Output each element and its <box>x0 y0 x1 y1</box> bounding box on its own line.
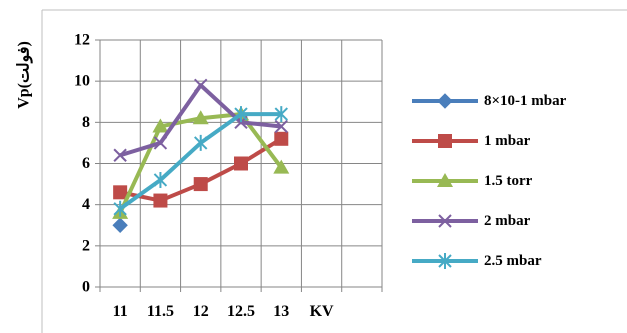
data-point <box>274 106 288 123</box>
legend-label: 1 mbar <box>484 133 531 149</box>
x-tick-label: 12.5 <box>227 303 255 320</box>
data-point <box>153 171 168 188</box>
legend-marker <box>438 214 452 228</box>
y-tick-label: 2 <box>82 237 90 254</box>
legend-marker <box>437 173 453 187</box>
data-point <box>194 134 208 151</box>
legend-label: 2 mbar <box>484 213 531 229</box>
y-tick-label: 6 <box>82 155 90 172</box>
legend-marker <box>438 253 452 269</box>
data-point <box>112 217 128 233</box>
legend-entry: 1.5 torr <box>412 173 533 189</box>
series-2 <box>113 131 289 208</box>
data-point <box>152 118 169 133</box>
legend-entry: 8×10-1 mbar <box>412 93 567 109</box>
data-point <box>234 106 248 123</box>
legend-label: 8×10-1 mbar <box>484 93 567 109</box>
data-point <box>274 119 288 134</box>
axes <box>95 39 383 292</box>
data-point <box>273 159 290 174</box>
y-tick-label: 10 <box>74 73 90 90</box>
legend-label: 1.5 torr <box>484 173 533 189</box>
series-layer <box>112 78 290 233</box>
x-tick-label: 12 <box>193 303 209 320</box>
data-point <box>153 193 168 208</box>
y-axis-label: Vp(فولت) <box>16 41 34 109</box>
legend-entry: 1 mbar <box>412 133 531 149</box>
x-tick-label: 11 <box>113 303 128 320</box>
series-5 <box>113 106 288 217</box>
data-point <box>194 78 208 92</box>
y-tick-labels: 0 2 4 6 8 10 12 <box>74 32 90 296</box>
legend-marker <box>437 93 453 109</box>
data-point <box>234 156 248 171</box>
legend-entry: 2.5 mbar <box>412 253 542 269</box>
x-tick-labels: 11 11.5 12 12.5 13 KV <box>113 303 334 320</box>
x-tick-label: 13 <box>273 303 289 320</box>
y-tick-label: 0 <box>82 279 90 296</box>
series-1 <box>112 217 128 233</box>
y-tick-label: 4 <box>82 196 90 213</box>
data-point <box>192 110 209 125</box>
y-tick-label: 8 <box>82 114 90 131</box>
data-point <box>274 131 289 146</box>
x-unit-label: KV <box>310 303 334 320</box>
data-point <box>113 200 127 217</box>
legend: 8×10-1 mbar 1 mbar 1.5 torr 2 mbar 2.5 mbar <box>412 93 567 269</box>
y-tick-label: 12 <box>74 32 90 49</box>
data-point <box>113 148 127 162</box>
x-tick-label: 11.5 <box>147 303 174 320</box>
legend-marker <box>438 134 452 148</box>
data-point <box>153 136 168 150</box>
data-point <box>193 177 208 192</box>
data-point <box>113 185 128 200</box>
legend-entry: 2 mbar <box>412 213 531 229</box>
legend-label: 2.5 mbar <box>484 253 542 269</box>
